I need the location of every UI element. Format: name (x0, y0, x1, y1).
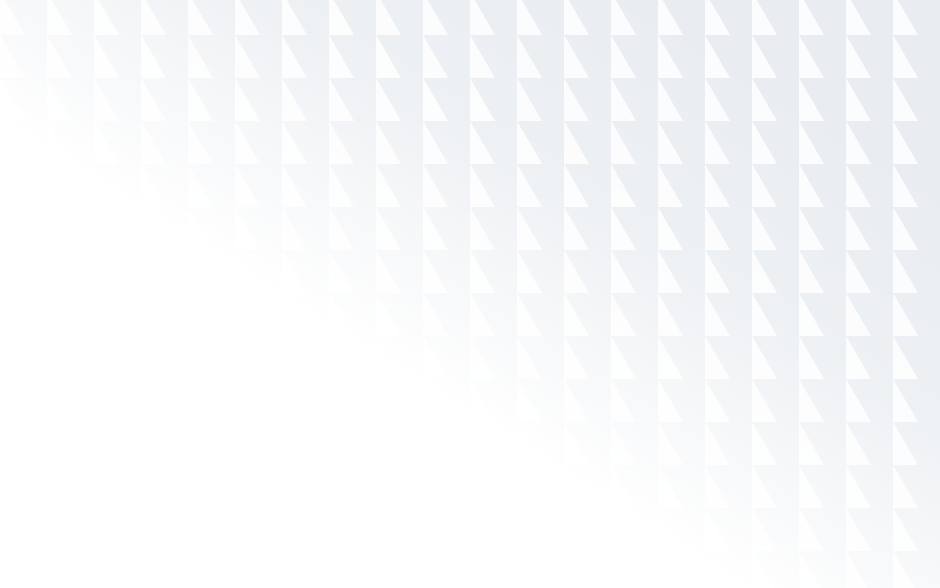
triangle-pattern (0, 0, 940, 588)
background (0, 0, 940, 588)
